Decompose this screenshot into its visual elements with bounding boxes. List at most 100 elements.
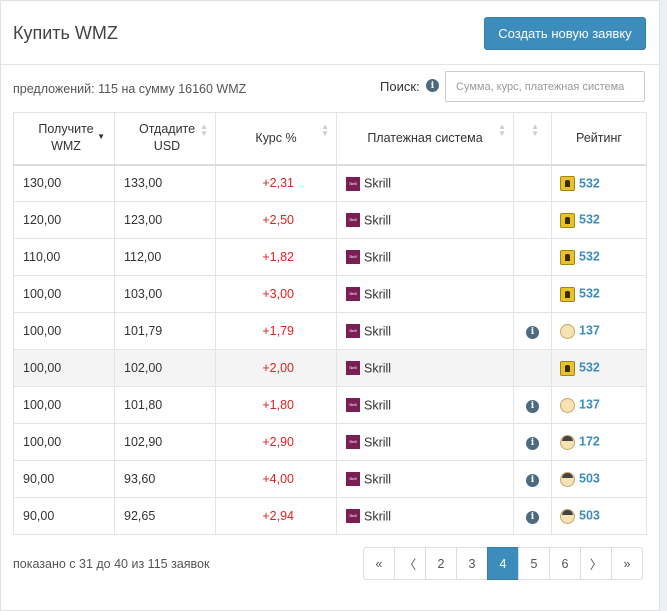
table-row[interactable]: 90,00 93,60 +4,00 Skrill Skrill i 503: [13, 460, 647, 498]
info-icon[interactable]: i: [526, 473, 539, 487]
payment-system-name: Skrill: [364, 324, 392, 339]
cell-info: i: [513, 460, 552, 498]
cell-rating: 137: [551, 386, 647, 424]
col-header-label: Отдадите USD: [139, 122, 196, 154]
cell-info: [513, 275, 552, 313]
user-avatar-icon: [560, 323, 575, 339]
col-header-label: Курс %: [255, 130, 297, 145]
col-header-rating[interactable]: Рейтинг: [551, 112, 647, 165]
search-label: Поиск:: [380, 79, 420, 94]
table-row[interactable]: 100,00 101,79 +1,79 Skrill Skrill i 137: [13, 312, 647, 350]
rating-link[interactable]: 172: [579, 435, 600, 450]
rating-link[interactable]: 532: [579, 213, 600, 228]
cell-payment-system: Skrill Skrill: [336, 386, 514, 424]
skrill-logo-icon: Skrill: [346, 250, 360, 265]
offers-table-body: 130,00 133,00 +2,31 Skrill Skrill 532 120,00 12…: [13, 164, 647, 535]
info-icon[interactable]: i: [426, 79, 439, 92]
skrill-logo-icon: Skrill: [346, 176, 360, 191]
skrill-logo-icon: Skrill: [346, 361, 360, 376]
page-button[interactable]: 3: [456, 547, 488, 580]
cell-rating: 532: [551, 238, 647, 276]
info-icon[interactable]: i: [526, 325, 539, 339]
payment-system-name: Skrill: [364, 435, 392, 450]
table-row[interactable]: 120,00 123,00 +2,50 Skrill Skrill 532: [13, 201, 647, 239]
create-request-button[interactable]: Создать новую заявку: [484, 17, 646, 50]
cell-rate: +1,79: [215, 312, 337, 350]
offers-summary: предложений: 115 на сумму 16160 WMZ: [13, 82, 247, 96]
cell-rating: 503: [551, 497, 647, 535]
cell-info: i: [513, 497, 552, 535]
skrill-logo-icon: Skrill: [346, 287, 360, 302]
user-avatar-icon: [560, 397, 575, 413]
cell-info: [513, 349, 552, 387]
col-header-give[interactable]: Отдадите USD ▲ ▼: [114, 112, 216, 165]
table-row[interactable]: 100,00 102,90 +2,90 Skrill Skrill i 172: [13, 423, 647, 461]
cell-info: i: [513, 312, 552, 350]
pagination: « 〈 2 3 4 5 6 〉 »: [363, 547, 643, 580]
page-first-button[interactable]: «: [363, 547, 395, 580]
payment-system-name: Skrill: [364, 472, 392, 487]
rating-link[interactable]: 532: [579, 176, 600, 191]
cell-payment-system: Skrill Skrill: [336, 201, 514, 239]
cell-give-amount: 103,00: [114, 275, 216, 313]
cell-rate: +2,31: [215, 164, 337, 202]
table-row[interactable]: 110,00 112,00 +1,82 Skrill Skrill 532: [13, 238, 647, 276]
rating-link[interactable]: 532: [579, 250, 600, 265]
col-header-get[interactable]: Получите WMZ ▼: [13, 112, 115, 165]
page-button[interactable]: 5: [518, 547, 550, 580]
cell-rate: +4,00: [215, 460, 337, 498]
search-input[interactable]: [445, 71, 645, 102]
gold-badge-icon: [560, 286, 575, 302]
table-row[interactable]: 130,00 133,00 +2,31 Skrill Skrill 532: [13, 164, 647, 202]
cell-give-amount: 102,90: [114, 423, 216, 461]
rating-link[interactable]: 137: [579, 398, 600, 413]
info-icon[interactable]: i: [526, 436, 539, 450]
info-icon[interactable]: i: [526, 399, 539, 413]
payment-system-name: Skrill: [364, 509, 392, 524]
pagination-info: показано с 31 до 40 из 115 заявок: [13, 557, 210, 571]
skrill-logo-icon: Skrill: [346, 472, 360, 487]
rating-link[interactable]: 503: [579, 472, 600, 487]
col-header-label: Рейтинг: [576, 130, 622, 145]
page-last-button[interactable]: »: [611, 547, 643, 580]
cell-rating: 532: [551, 164, 647, 202]
skrill-logo-icon: Skrill: [346, 435, 360, 450]
cell-rate: +2,00: [215, 349, 337, 387]
cell-rating: 172: [551, 423, 647, 461]
cell-get-amount: 90,00: [13, 497, 115, 535]
cell-give-amount: 123,00: [114, 201, 216, 239]
page-button[interactable]: 6: [549, 547, 581, 580]
cell-info: i: [513, 386, 552, 424]
table-row[interactable]: 90,00 92,65 +2,94 Skrill Skrill i 503: [13, 497, 647, 535]
page-next-button[interactable]: 〉: [580, 547, 612, 580]
rating-link[interactable]: 503: [579, 509, 600, 524]
skrill-logo-icon: Skrill: [346, 509, 360, 524]
cell-rate: +1,82: [215, 238, 337, 276]
payment-system-name: Skrill: [364, 398, 392, 413]
page-prev-button[interactable]: 〈: [394, 547, 426, 580]
cell-get-amount: 100,00: [13, 423, 115, 461]
cell-rating: 137: [551, 312, 647, 350]
cell-rate: +2,50: [215, 201, 337, 239]
table-row[interactable]: 100,00 103,00 +3,00 Skrill Skrill 532: [13, 275, 647, 313]
info-icon[interactable]: i: [526, 510, 539, 524]
page-button-current[interactable]: 4: [487, 547, 519, 580]
col-header-rate[interactable]: Курс % ▲ ▼: [215, 112, 337, 165]
sort-icon: ▲ ▼: [498, 122, 506, 138]
rating-link[interactable]: 532: [579, 361, 600, 376]
col-header-payment[interactable]: Платежная система ▲ ▼: [336, 112, 514, 165]
sort-icon: ▲ ▼: [200, 122, 208, 138]
offers-table: Получите WMZ ▼ Отдадите USD ▲ ▼ Курс % ▲ ▼ Пл…: [13, 112, 647, 535]
user-avatar-icon: [560, 434, 575, 450]
rating-link[interactable]: 137: [579, 324, 600, 339]
cell-give-amount: 133,00: [114, 164, 216, 202]
cell-give-amount: 101,79: [114, 312, 216, 350]
table-row[interactable]: 100,00 102,00 +2,00 Skrill Skrill 532: [13, 349, 647, 387]
cell-get-amount: 110,00: [13, 238, 115, 276]
cell-get-amount: 100,00: [13, 275, 115, 313]
col-header-info[interactable]: ▲ ▼: [513, 112, 552, 165]
rating-link[interactable]: 532: [579, 287, 600, 302]
table-row[interactable]: 100,00 101,80 +1,80 Skrill Skrill i 137: [13, 386, 647, 424]
cell-rate: +1,80: [215, 386, 337, 424]
page-button[interactable]: 2: [425, 547, 457, 580]
